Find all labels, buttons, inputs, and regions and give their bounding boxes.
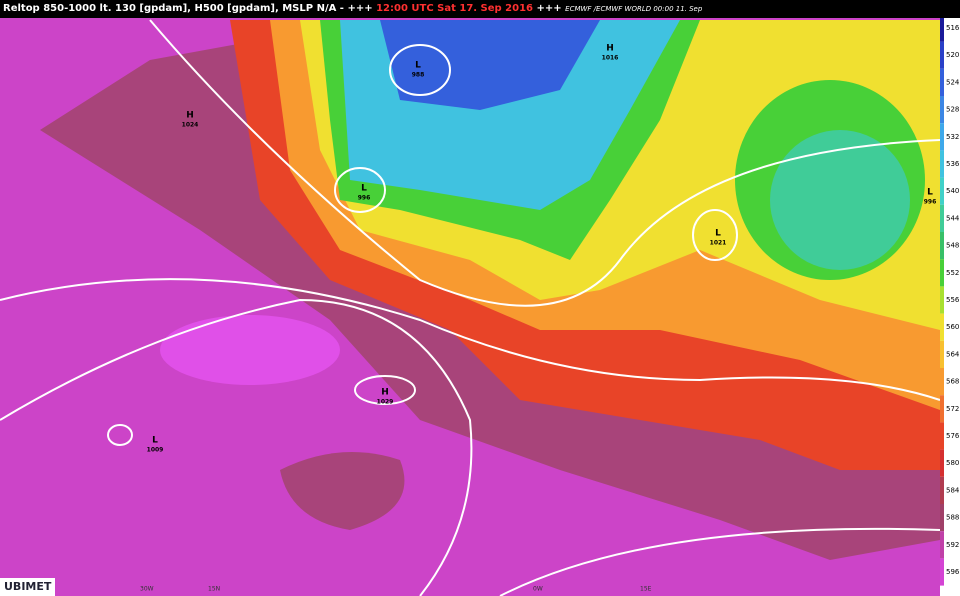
pressure-kind: L <box>415 61 421 71</box>
colorbar-swatch <box>940 41 944 69</box>
axis-labels: 30W 15N 0W 15E <box>140 586 652 593</box>
colorbar-label: 540 <box>946 187 959 195</box>
colorbar-label: 536 <box>946 160 960 168</box>
colorbar-swatch <box>940 177 944 205</box>
colorbar-label: 548 <box>946 242 959 250</box>
pressure-kind: L <box>715 229 721 239</box>
colorbar-label: 596 <box>946 568 960 576</box>
colorbar-swatch <box>940 531 944 559</box>
colorbar-label: 556 <box>946 296 960 304</box>
colorbar-label: 576 <box>946 432 960 440</box>
colorbar-label: 524 <box>946 78 960 86</box>
pressure-value: 1009 <box>147 447 164 454</box>
pressure-value: 988 <box>412 72 425 79</box>
warm-region <box>280 452 405 530</box>
colorbar-swatch <box>940 313 944 341</box>
colorbar-background <box>940 18 960 596</box>
pressure-value: 1021 <box>710 240 727 247</box>
colorbar-swatch <box>940 150 944 178</box>
colorbar-label: 520 <box>946 51 959 59</box>
isobars <box>0 19 941 596</box>
colorbar-swatch <box>940 68 944 96</box>
high-region <box>160 315 340 385</box>
header-time: 12:00 UTC Sat 17. Sep 2016 <box>376 3 534 14</box>
colorbar-label: 564 <box>946 350 960 358</box>
colorbar-label: 544 <box>946 214 960 222</box>
colorbar-swatch <box>940 340 944 368</box>
colorbar-swatch <box>940 204 944 232</box>
axis-label: 30W <box>140 586 154 593</box>
colorbar-swatch <box>940 449 944 477</box>
header: Reltop 850-1000 lt. 130 [gpdam], H500 [g… <box>0 0 960 18</box>
colorbar-swatch <box>940 422 944 450</box>
colorbar-label: 560 <box>946 323 959 331</box>
pressure-value: 996 <box>358 195 371 202</box>
colorbar-label: 584 <box>946 486 960 494</box>
colorbar-swatch <box>940 504 944 532</box>
band-544 <box>770 130 910 270</box>
axis-label: 15E <box>640 586 652 593</box>
colorbar-label: 568 <box>946 378 959 386</box>
pressure-kind: H <box>381 388 389 398</box>
colorbar-swatch <box>940 123 944 151</box>
colorbar-swatch <box>940 259 944 287</box>
colorbar-swatch <box>940 14 944 42</box>
band-524 <box>380 20 600 110</box>
axis-label: 15N <box>208 586 220 593</box>
pressure-value: 1024 <box>182 122 199 129</box>
axis-label: 0W <box>533 586 543 593</box>
pressure-value: 996 <box>924 199 937 206</box>
header-text: Reltop 850-1000 lt. 130 [gpdam], H500 [g… <box>3 3 373 14</box>
colorbar-swatch <box>940 476 944 504</box>
colorbar-label: 592 <box>946 541 959 549</box>
colorbar-label: 588 <box>946 514 959 522</box>
logo: UBIMET <box>0 578 56 596</box>
colorbar-swatch <box>940 286 944 314</box>
pressure-kind: L <box>361 184 367 194</box>
pressure-kind: L <box>927 188 933 198</box>
colorbar-label: 516 <box>946 24 960 32</box>
colorbar-label: 528 <box>946 106 959 114</box>
colorbar-label: 580 <box>946 459 959 467</box>
header-source: ECMWF /ECMWF WORLD 00:00 11. Sep <box>565 5 703 13</box>
header-separator: +++ <box>536 3 562 14</box>
pressure-kind: H <box>606 44 614 54</box>
colorbar-swatch <box>940 232 944 260</box>
colorbar-swatch <box>940 395 944 423</box>
colorbar-swatch <box>940 96 944 124</box>
colorbar-label: 532 <box>946 133 959 141</box>
colorbar-label: 572 <box>946 405 959 413</box>
colorbar-swatch <box>940 368 944 396</box>
colorbar-label: 552 <box>946 269 959 277</box>
pressure-value: 1016 <box>602 55 619 62</box>
pressure-kind: H <box>186 111 194 121</box>
colorbar-swatch <box>940 558 944 586</box>
colorbar: 516 520 524 528 532 536 540 544 548 552 556 560 564 5… <box>940 14 960 586</box>
pressure-value: 1029 <box>377 399 394 406</box>
pressure-kind: L <box>152 436 158 446</box>
